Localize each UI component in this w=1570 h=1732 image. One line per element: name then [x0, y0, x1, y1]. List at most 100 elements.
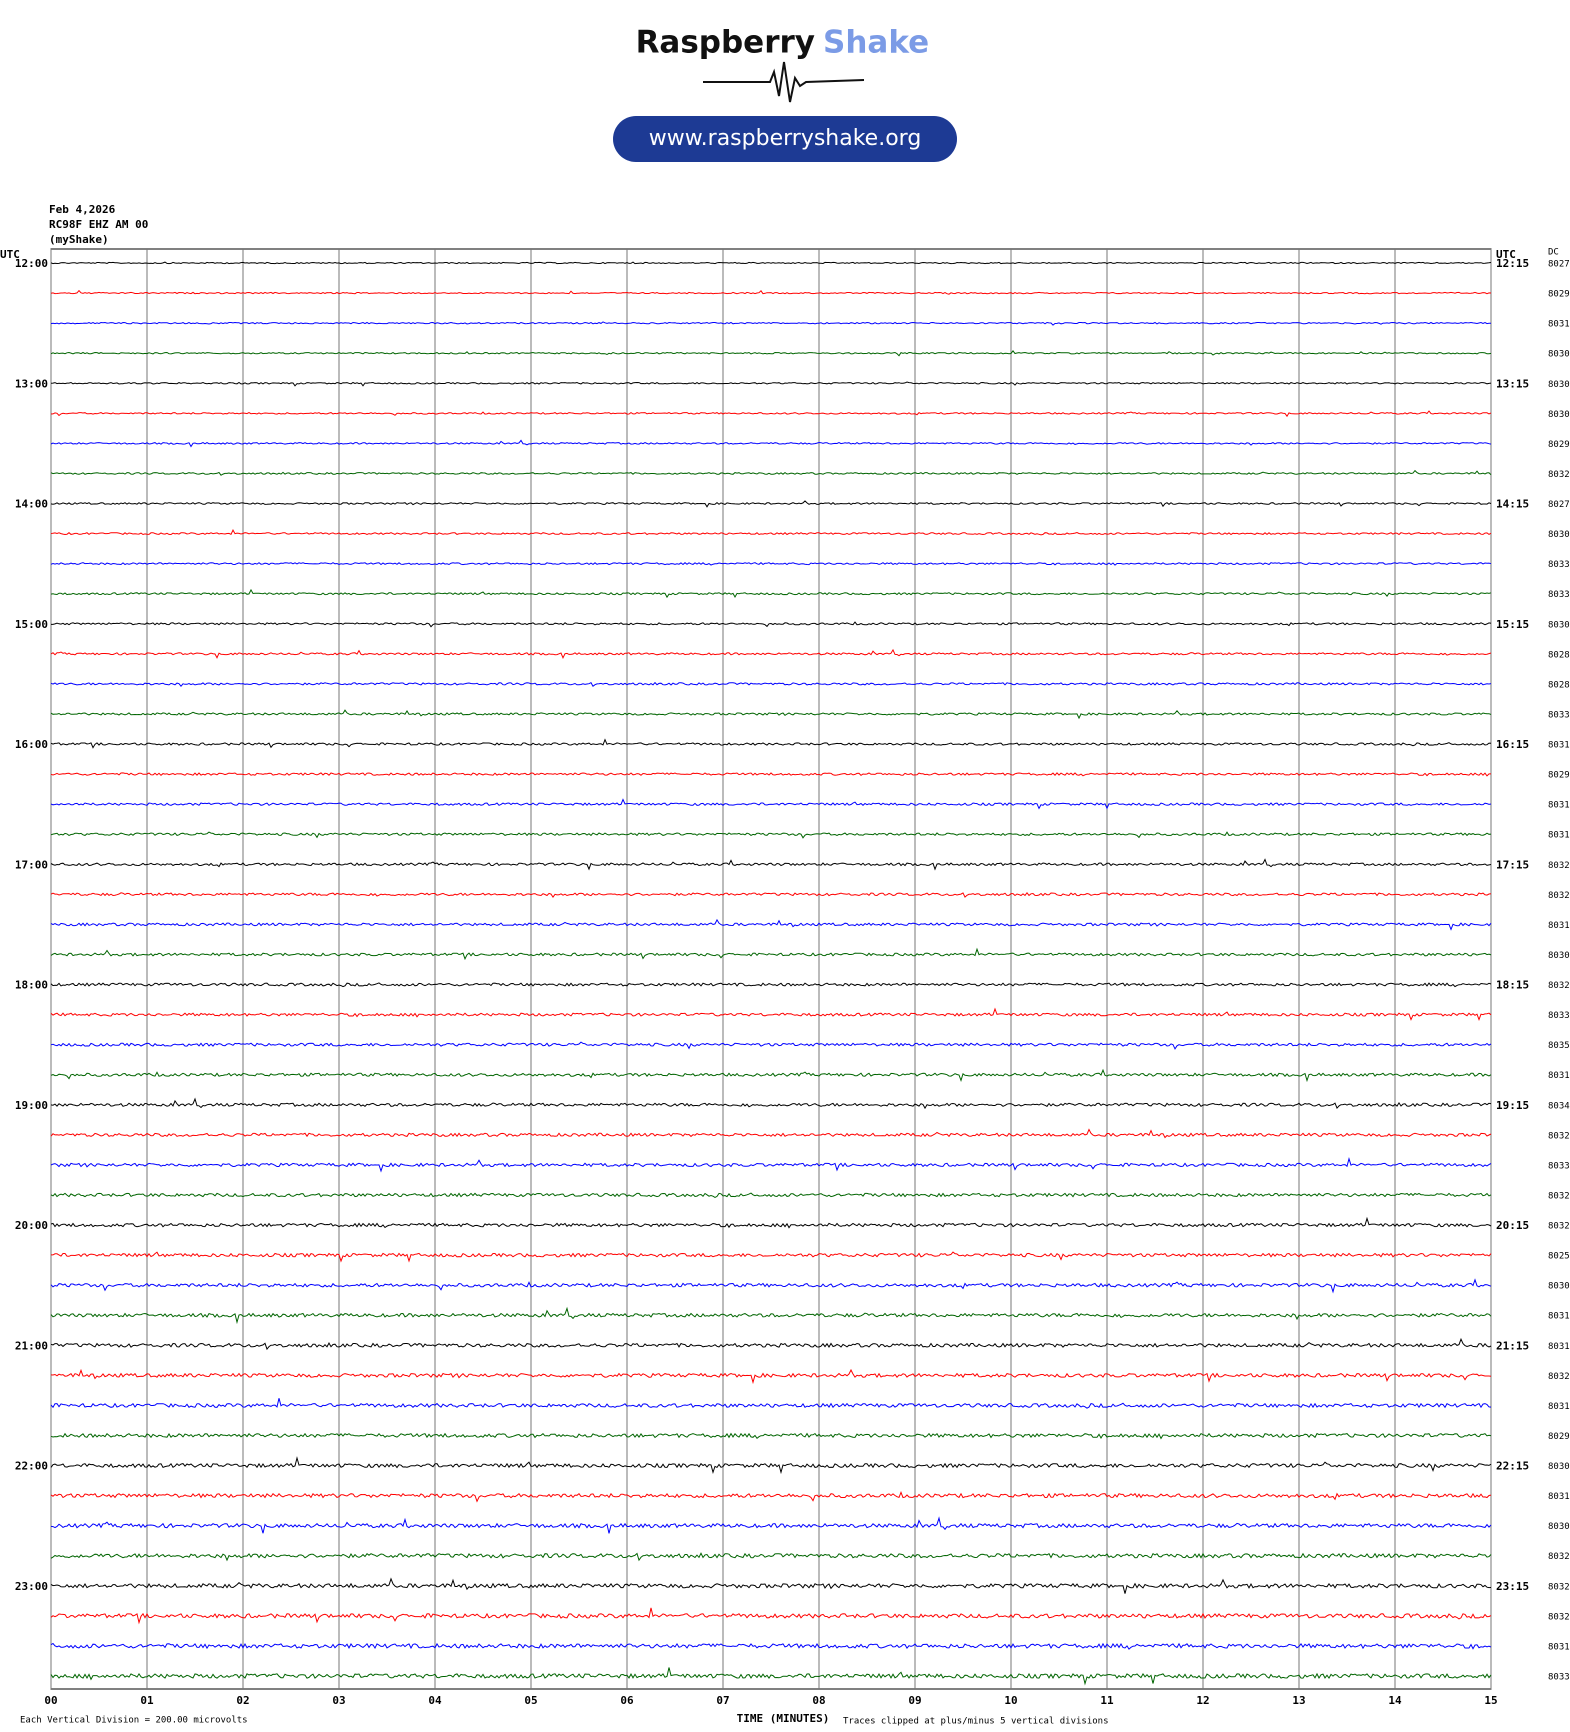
logo-wave	[703, 61, 865, 103]
dc-label: DC	[1548, 248, 1559, 258]
x-tick-label: 03	[332, 1694, 345, 1707]
dc-value: 8031	[1548, 1492, 1570, 1502]
footer-right: Traces clipped at plus/minus 5 vertical …	[843, 1717, 1109, 1727]
trace	[50, 529, 1492, 536]
dc-value: 8030	[1548, 530, 1570, 540]
trace	[50, 1306, 1492, 1325]
dc-value: 8032	[1548, 1582, 1570, 1592]
station: RC98F EHZ AM 00	[49, 218, 148, 231]
left-axis-label: UTC	[0, 248, 20, 261]
trace	[50, 500, 1492, 508]
dc-value: 8030	[1548, 380, 1570, 390]
x-axis-label: TIME (MINUTES)	[737, 1712, 830, 1725]
trace	[50, 1128, 1492, 1139]
trace	[50, 1456, 1492, 1475]
trace	[50, 798, 1492, 810]
brand-name-accent: Shake	[823, 25, 929, 61]
trace	[51, 1251, 1492, 1263]
trace	[50, 1068, 1492, 1083]
x-tick-label: 01	[140, 1694, 154, 1707]
x-tick-label: 14	[1388, 1694, 1402, 1707]
x-tick-label: 11	[1100, 1694, 1114, 1707]
row-time-label: 18:15	[1496, 979, 1529, 992]
dc-value: 8031	[1548, 921, 1570, 931]
dc-value: 8029	[1548, 440, 1570, 450]
row-time-label: 12:00	[15, 257, 48, 270]
row-time-label: 20:15	[1496, 1219, 1529, 1232]
trace	[50, 439, 1492, 448]
dc-value: 8028	[1548, 650, 1570, 660]
trace	[51, 621, 1492, 628]
dc-value: 8033	[1548, 590, 1570, 600]
trace	[50, 1368, 1492, 1385]
dc-value: 8033	[1548, 1011, 1570, 1021]
row-time-label: 12:15	[1496, 257, 1529, 270]
trace	[50, 1491, 1492, 1503]
dc-value: 8025	[1548, 1252, 1570, 1262]
right-axis-label: UTC	[1496, 248, 1516, 261]
dc-value: 8032	[1548, 1552, 1570, 1562]
x-tick-label: 15	[1484, 1694, 1497, 1707]
dc-value: 8029	[1548, 771, 1570, 781]
plot-frame	[50, 248, 1492, 1690]
trace	[50, 738, 1492, 749]
trace	[50, 1337, 1492, 1351]
row-time-label: 19:15	[1496, 1099, 1529, 1112]
dc-value: 8029	[1548, 1432, 1570, 1442]
trace	[50, 1097, 1492, 1110]
dc-value: 8033	[1548, 1161, 1570, 1171]
trace	[50, 709, 1492, 720]
dc-value: 8030	[1548, 1282, 1570, 1292]
row-time-label: 16:15	[1496, 738, 1529, 751]
dc-value: 8032	[1548, 1222, 1570, 1232]
row-time-label: 15:15	[1496, 618, 1529, 631]
row-time-label: 15:00	[15, 618, 48, 631]
trace	[50, 772, 1491, 777]
row-time-label: 17:00	[15, 858, 48, 871]
dc-value: 8032	[1548, 1131, 1570, 1141]
dc-value: 8032	[1548, 861, 1570, 871]
dc-value: 8032	[1548, 981, 1570, 991]
trace	[50, 410, 1492, 418]
dc-value: 8031	[1548, 1312, 1570, 1322]
row-time-label: 21:15	[1496, 1339, 1529, 1352]
row-time-label: 16:00	[15, 738, 48, 751]
row-time-label: 14:15	[1496, 498, 1529, 511]
url-pill	[613, 116, 957, 162]
trace	[50, 831, 1492, 839]
trace	[50, 1398, 1492, 1409]
trace	[50, 918, 1492, 931]
x-tick-label: 12	[1196, 1694, 1209, 1707]
row-time-label: 22:15	[1496, 1460, 1529, 1473]
trace	[50, 1667, 1492, 1686]
x-tick-label: 08	[812, 1694, 825, 1707]
dc-value: 8031	[1548, 1402, 1570, 1412]
dc-value: 8030	[1548, 410, 1570, 420]
trace	[50, 321, 1491, 326]
dc-value: 8028	[1548, 680, 1570, 690]
dc-value: 8033	[1548, 1673, 1570, 1683]
trace	[50, 1278, 1492, 1294]
dc-value: 8032	[1548, 470, 1570, 480]
dc-value: 8033	[1548, 560, 1570, 570]
footer-left: Each Vertical Division = 200.00 microvol…	[20, 1716, 248, 1726]
dc-value: 8031	[1548, 831, 1570, 841]
dc-value: 8030	[1548, 350, 1570, 360]
row-time-label: 14:00	[15, 498, 48, 511]
trace	[50, 681, 1492, 687]
trace	[50, 588, 1492, 599]
row-time-label: 17:15	[1496, 858, 1529, 871]
trace	[50, 562, 1492, 566]
dc-value: 8030	[1548, 1462, 1570, 1472]
dc-value: 8030	[1548, 951, 1570, 961]
x-tick-label: 07	[716, 1694, 729, 1707]
trace	[50, 1642, 1492, 1650]
dc-value: 8030	[1548, 1522, 1570, 1532]
row-time-label: 22:00	[15, 1460, 48, 1473]
dc-value: 8030	[1548, 620, 1570, 630]
x-tick-label: 05	[524, 1694, 537, 1707]
row-time-label: 13:00	[15, 377, 48, 390]
trace	[50, 1432, 1492, 1440]
trace	[50, 1216, 1492, 1229]
x-tick-label: 09	[908, 1694, 921, 1707]
